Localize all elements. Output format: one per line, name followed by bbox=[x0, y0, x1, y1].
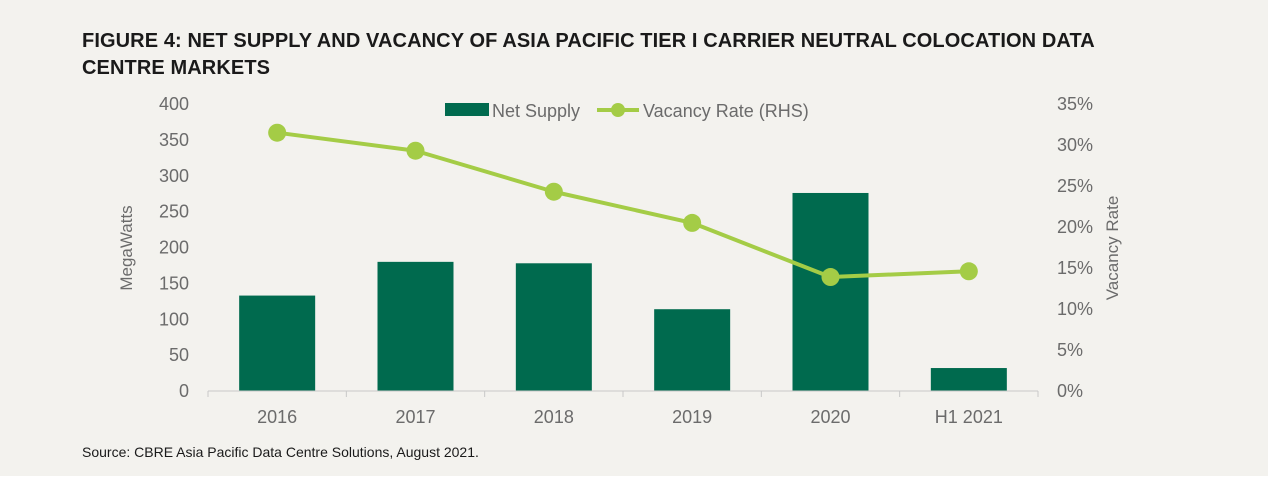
x-axis-ticks: 2016 2017 2018 2019 2020 H1 2021 bbox=[257, 407, 1003, 427]
legend-label-vacancy-rate: Vacancy Rate (RHS) bbox=[643, 101, 809, 121]
legend-label-net-supply: Net Supply bbox=[492, 101, 580, 121]
bar-net-supply bbox=[654, 309, 731, 391]
y-tick-label: 250 bbox=[159, 202, 189, 222]
y-tick-label: 0 bbox=[179, 381, 189, 401]
x-tick-label: 2020 bbox=[810, 407, 850, 427]
y2-tick-label: 25% bbox=[1057, 176, 1093, 196]
legend-swatch-net-supply bbox=[445, 103, 489, 116]
legend: Net Supply Vacancy Rate (RHS) bbox=[445, 101, 809, 121]
bar-net-supply bbox=[377, 261, 454, 391]
x-tick-label: H1 2021 bbox=[935, 407, 1003, 427]
line-vacancy-rate bbox=[276, 130, 969, 280]
y-tick-label: 50 bbox=[169, 345, 189, 365]
y2-tick-label: 20% bbox=[1057, 217, 1093, 237]
legend-marker-vacancy-rate bbox=[611, 103, 625, 117]
x-tick-label: 2016 bbox=[257, 407, 297, 427]
x-tick-label: 2017 bbox=[395, 407, 435, 427]
y-tick-label: 300 bbox=[159, 166, 189, 186]
right-axis-ticks: 0% 5% 10% 15% 20% 25% 30% 35% bbox=[1057, 94, 1093, 401]
y-tick-label: 400 bbox=[159, 94, 189, 114]
bar-net-supply bbox=[515, 263, 592, 391]
bar-net-supply bbox=[792, 192, 869, 391]
x-tick-label: 2019 bbox=[672, 407, 712, 427]
source-note: Source: CBRE Asia Pacific Data Centre So… bbox=[82, 444, 479, 460]
y2-axis-title: Vacancy Rate bbox=[1103, 196, 1122, 301]
y2-tick-label: 15% bbox=[1057, 258, 1093, 278]
y2-tick-label: 5% bbox=[1057, 340, 1083, 360]
bottom-band bbox=[0, 476, 1268, 488]
line-series bbox=[268, 123, 978, 287]
y-tick-label: 350 bbox=[159, 130, 189, 150]
combo-chart: 0 50 100 150 200 250 300 350 400 0% 5% 10% 15% 20% 25… bbox=[117, 94, 1122, 427]
bar-series bbox=[239, 192, 1007, 391]
point-vacancy-rate bbox=[821, 268, 840, 287]
y2-tick-label: 10% bbox=[1057, 299, 1093, 319]
x-axis bbox=[207, 390, 1039, 397]
y-tick-label: 200 bbox=[159, 238, 189, 258]
y2-tick-label: 30% bbox=[1057, 135, 1093, 155]
point-vacancy-rate bbox=[544, 182, 563, 201]
point-vacancy-rate bbox=[959, 262, 978, 281]
x-tick-label: 2018 bbox=[534, 407, 574, 427]
point-vacancy-rate bbox=[268, 123, 287, 142]
y-tick-label: 100 bbox=[159, 309, 189, 329]
point-vacancy-rate bbox=[406, 141, 425, 160]
y-tick-label: 150 bbox=[159, 273, 189, 293]
point-vacancy-rate bbox=[683, 213, 702, 232]
y2-tick-label: 0% bbox=[1057, 381, 1083, 401]
y2-tick-label: 35% bbox=[1057, 94, 1093, 114]
chart-title: FIGURE 4: NET SUPPLY AND VACANCY OF ASIA… bbox=[82, 30, 1095, 79]
bar-net-supply bbox=[930, 368, 1007, 391]
bar-net-supply bbox=[239, 295, 316, 391]
y-axis-title: MegaWatts bbox=[117, 205, 136, 290]
left-axis-ticks: 0 50 100 150 200 250 300 350 400 bbox=[159, 94, 189, 401]
